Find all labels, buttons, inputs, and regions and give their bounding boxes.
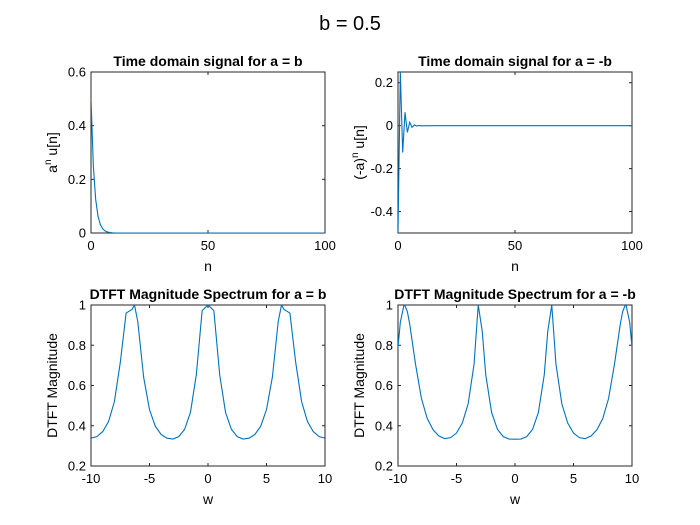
x-tick-label: 10 (318, 471, 332, 486)
y-tick-label: 0.4 (68, 118, 86, 133)
y-tick-label: -0.4 (371, 204, 393, 219)
y-tick-label: 0.2 (68, 459, 86, 474)
y-tick-label: 0.6 (68, 378, 86, 393)
subplot-title: Time domain signal for a = -b (418, 53, 612, 69)
y-tick-label: 0.2 (68, 172, 86, 187)
x-tick-label: 5 (570, 471, 577, 486)
x-tick-label: -10 (82, 471, 101, 486)
x-tick-label: -10 (389, 471, 408, 486)
figure-suptitle: b = 0.5 (319, 13, 381, 35)
y-tick-label: 0.4 (68, 418, 86, 433)
x-axis-label: n (511, 258, 519, 274)
subplot-1: Time domain signal for a = b 0 50 100 0 0.2 0.… (43, 53, 336, 274)
y-tick-label: 1 (386, 298, 393, 313)
x-tick-label: 10 (625, 471, 639, 486)
y-axis-label-superscript: n (43, 159, 54, 165)
x-tick-label: 100 (314, 238, 336, 253)
subplot-2: Time domain signal for a = -b 0 50 100 -0.4 -… (350, 53, 643, 274)
x-axis-label: w (509, 491, 521, 507)
series-line (398, 305, 632, 440)
y-axis-label-superscript: n (350, 152, 361, 158)
y-tick-label: 0.6 (68, 65, 86, 80)
y-tick-label: 0.2 (375, 459, 393, 474)
x-axis-label: n (204, 258, 212, 274)
y-tick-label: 0.2 (375, 75, 393, 90)
y-axis-label-rest: u[n] (44, 132, 60, 159)
subplot-title: DTFT Magnitude Spectrum for a = -b (394, 286, 636, 302)
y-tick-label: 0.6 (375, 378, 393, 393)
plot-area (90, 71, 326, 234)
plot-area (397, 304, 633, 467)
subplots-container: Time domain signal for a = b0 50 10000.20.… (43, 53, 643, 507)
y-axis-label: (-a)n u[n] (350, 125, 367, 180)
y-tick-label: 0 (79, 226, 86, 241)
y-tick-label: 0 (386, 118, 393, 133)
subplot-4: DTFT Magnitude Spectrum for a = -b -10 -5 0… (351, 286, 639, 507)
subplot-title: DTFT Magnitude Spectrum for a = b (90, 286, 327, 302)
x-tick-label: 100 (621, 238, 643, 253)
y-axis-label-base: (-a) (351, 158, 367, 180)
series-line (398, 72, 632, 233)
plot-area (397, 71, 633, 234)
x-axis-label: w (202, 491, 214, 507)
y-tick-label: -0.2 (371, 161, 393, 176)
x-tick-label: 0 (394, 238, 401, 253)
y-axis-label: DTFT Magnitude (44, 333, 60, 438)
y-tick-label: 0.8 (375, 338, 393, 353)
subplot-title: Time domain signal for a = b (113, 53, 302, 69)
y-tick-label: 1 (79, 298, 86, 313)
y-axis-label-rest: u[n] (351, 125, 367, 152)
x-tick-label: 5 (263, 471, 270, 486)
x-tick-label: 0 (204, 471, 211, 486)
y-axis-label-base: a (44, 165, 60, 173)
y-axis-label: DTFT Magnitude (351, 333, 367, 438)
x-tick-label: 0 (87, 238, 94, 253)
subplot-3: DTFT Magnitude Spectrum for a = b -10 -5 0 5… (44, 286, 332, 507)
y-tick-label: 0.8 (68, 338, 86, 353)
x-tick-label: 50 (201, 238, 215, 253)
x-tick-label: -5 (144, 471, 156, 486)
x-tick-label: 50 (508, 238, 522, 253)
x-tick-label: -5 (451, 471, 463, 486)
plot-area (90, 304, 326, 467)
y-axis-label: an u[n] (43, 132, 60, 173)
y-tick-label: 0.4 (375, 418, 393, 433)
series-line (91, 305, 325, 440)
series-line (91, 98, 325, 233)
x-tick-label: 0 (511, 471, 518, 486)
